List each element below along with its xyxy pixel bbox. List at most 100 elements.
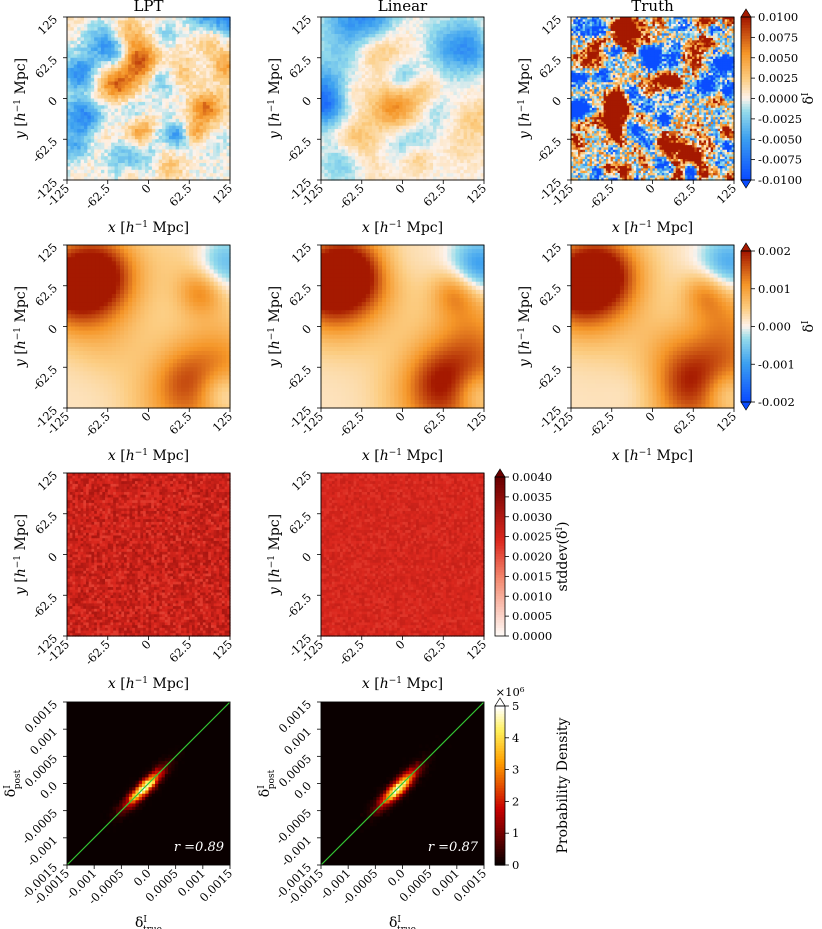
heatmap-cell [446, 27, 451, 32]
heatmap-cell [165, 125, 170, 130]
heatmap-cell [331, 57, 336, 62]
heatmap-cell [175, 101, 180, 106]
heatmap-cell [341, 17, 346, 21]
heatmap-cell [199, 142, 204, 147]
heatmap-cell [456, 112, 461, 117]
heatmap-cell [80, 88, 85, 93]
heatmap-cell [145, 125, 150, 130]
heatmap-cell [439, 40, 444, 45]
heatmap-cell [83, 98, 88, 103]
heatmap-cell [148, 166, 153, 171]
heatmap-cell [111, 105, 116, 110]
heatmap-cell [337, 132, 342, 137]
heatmap-cell [429, 61, 434, 66]
heatmap-cell [385, 101, 390, 106]
heatmap-cell [358, 163, 363, 168]
heatmap-cell [134, 84, 139, 89]
heatmap-cell [134, 108, 139, 113]
heatmap-cell [151, 27, 156, 32]
heatmap-cell [467, 27, 472, 32]
heatmap-cell [121, 169, 126, 174]
heatmap-cell [463, 105, 468, 110]
heatmap-cell [182, 108, 187, 113]
heatmap-cell [131, 88, 136, 93]
heatmap-cell [375, 44, 380, 49]
heatmap-cell [117, 95, 122, 100]
heatmap-cell [168, 27, 173, 32]
heatmap-cell [450, 95, 455, 100]
heatmap-cell [422, 149, 427, 154]
heatmap-cell [382, 17, 387, 21]
heatmap-cell [141, 54, 146, 59]
heatmap-cell [358, 78, 363, 83]
heatmap-cell [107, 156, 112, 161]
heatmap-cell [422, 54, 427, 59]
heatmap-cell [341, 139, 346, 144]
heatmap-cell [439, 173, 444, 178]
heatmap-cell [145, 166, 150, 171]
heatmap-cell [365, 20, 370, 25]
heatmap-cell [354, 84, 359, 89]
heatmap-cell [223, 88, 228, 93]
heatmap-cell [162, 27, 167, 32]
heatmap-cell [209, 33, 214, 38]
heatmap-cell [334, 146, 339, 151]
heatmap-cell [107, 64, 112, 69]
heatmap-cell [192, 64, 197, 69]
heatmap-cell [155, 118, 160, 123]
heatmap-cell [124, 163, 129, 168]
heatmap-cell [450, 20, 455, 25]
heatmap-cell [477, 20, 482, 25]
heatmap-cell [477, 91, 482, 96]
heatmap-cell [145, 88, 150, 93]
heatmap-cell [151, 50, 156, 55]
heatmap-cell [419, 156, 424, 161]
heatmap-cell [399, 112, 404, 117]
heatmap-cell [433, 23, 438, 28]
heatmap-cell [388, 105, 393, 110]
heatmap-cell [158, 149, 163, 154]
heatmap-cell [378, 156, 383, 161]
heatmap-cell [365, 142, 370, 147]
heatmap-cell [70, 159, 75, 164]
heatmap-cell [192, 108, 197, 113]
heatmap-cell [226, 101, 231, 106]
heatmap-cell [405, 40, 410, 45]
heatmap-cell [145, 132, 150, 137]
heatmap-cell [77, 169, 82, 174]
heatmap-cell [192, 95, 197, 100]
heatmap-cell [70, 57, 75, 62]
heatmap-cell [117, 149, 122, 154]
heatmap-cell [121, 17, 126, 21]
heatmap-cell [388, 23, 393, 28]
heatmap-cell [337, 156, 342, 161]
heatmap-cell [344, 27, 349, 32]
heatmap-cell [416, 27, 421, 32]
heatmap-cell [463, 44, 468, 49]
heatmap-cell [185, 40, 190, 45]
heatmap-cell [354, 91, 359, 96]
heatmap-cell [145, 17, 150, 21]
heatmap-cell [392, 142, 397, 147]
heatmap-cell [67, 122, 71, 127]
heatmap-cell [453, 125, 458, 130]
heatmap-cell [439, 132, 444, 137]
heatmap-cell [192, 23, 197, 28]
heatmap-cell [179, 139, 184, 144]
heatmap-cell [100, 30, 105, 35]
heatmap-cell [131, 61, 136, 66]
heatmap-cell [94, 163, 99, 168]
heatmap-cell [189, 166, 194, 171]
heatmap-cell [368, 81, 373, 86]
heatmap-cell [371, 64, 376, 69]
heatmap-cell [223, 91, 228, 96]
heatmap-cell [77, 159, 82, 164]
heatmap-cell [94, 44, 99, 49]
heatmap-cell [175, 132, 180, 137]
heatmap-cell [141, 78, 146, 83]
heatmap-cell [148, 118, 153, 123]
heatmap-cell [368, 129, 373, 134]
heatmap-cell [456, 115, 461, 120]
heatmap-cell [121, 142, 126, 147]
heatmap-cell [344, 23, 349, 28]
